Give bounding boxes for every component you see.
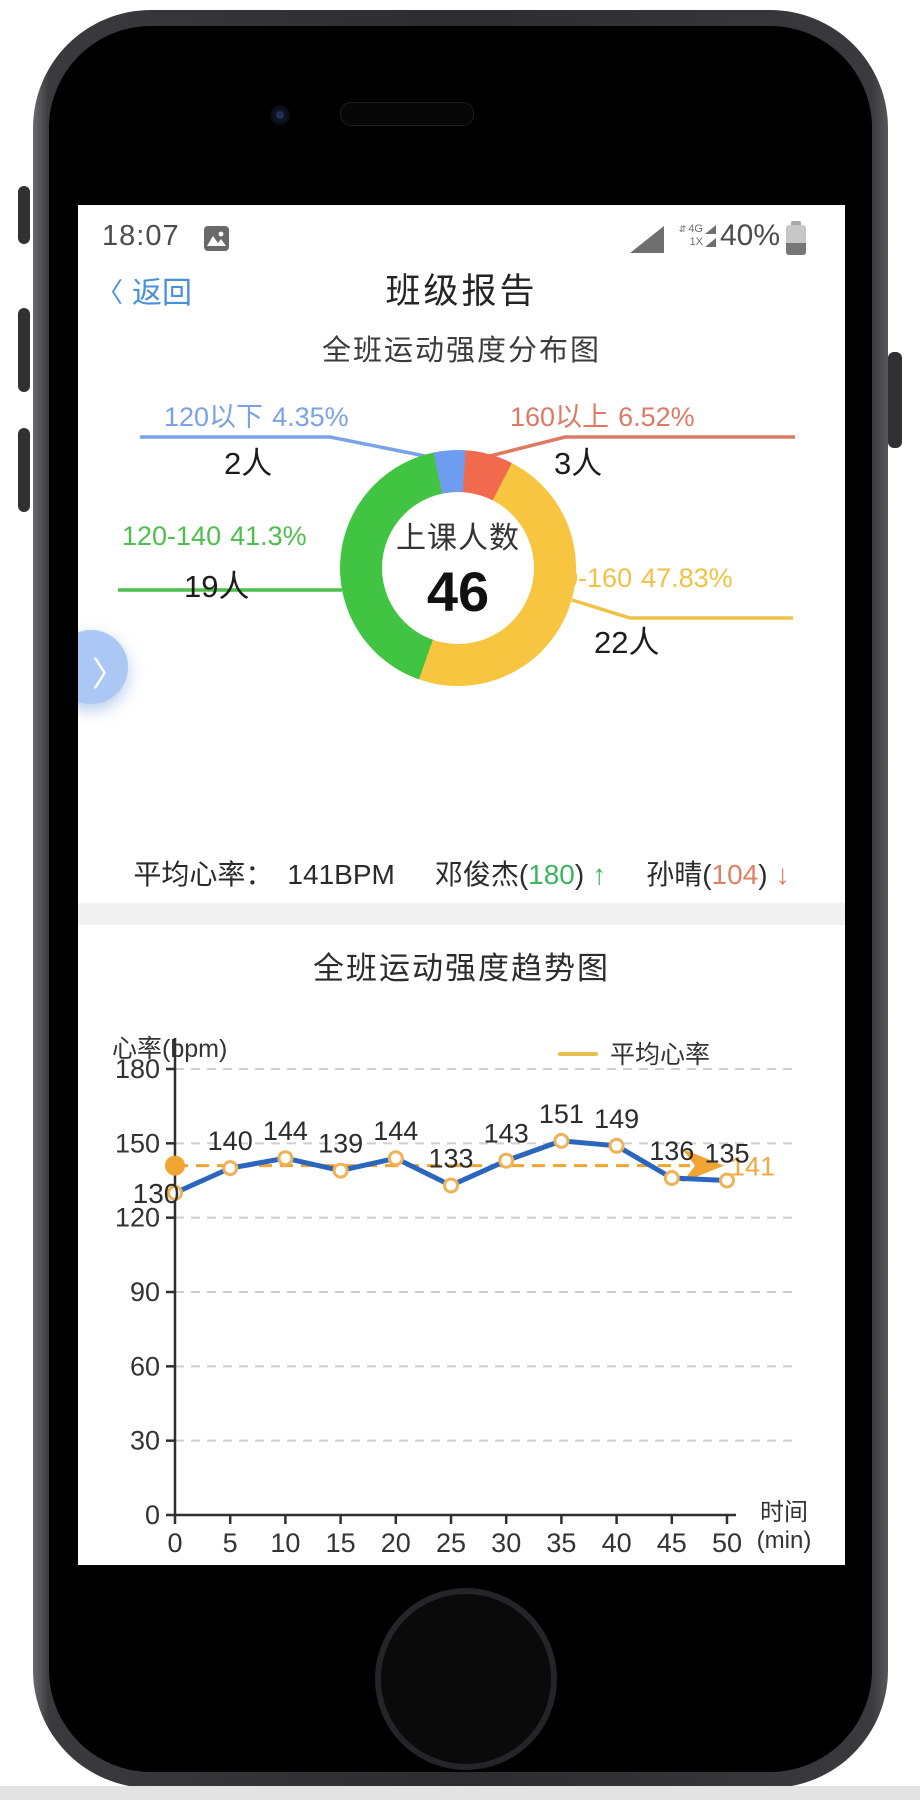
- svg-text:144: 144: [263, 1116, 308, 1146]
- svg-text:143: 143: [484, 1119, 529, 1149]
- svg-text:35: 35: [546, 1528, 576, 1558]
- svg-text:10: 10: [270, 1528, 300, 1558]
- svg-text:60: 60: [130, 1351, 160, 1381]
- svg-text:0: 0: [145, 1500, 160, 1530]
- max-heart-rate-student: 邓俊杰(180) ↑: [434, 859, 607, 890]
- trend-line-chart: 0 30 60 90 120 150 180 0 5 10 15 20 25 30 35 40 45 50 时间(m…: [115, 1038, 812, 1558]
- front-camera: [270, 105, 290, 125]
- volume-down-button: [18, 428, 30, 512]
- net-1x-label: 1X: [689, 236, 703, 248]
- donut-label-140-160: 140-160 47.83%: [533, 563, 733, 593]
- svg-text:135: 135: [704, 1139, 749, 1169]
- donut-count-above160: 3人: [554, 446, 603, 481]
- svg-text:20: 20: [381, 1528, 411, 1558]
- svg-text:25: 25: [436, 1528, 466, 1558]
- section-divider: [78, 903, 845, 925]
- donut-center-label: 上课人数: [396, 521, 520, 555]
- svg-text:45: 45: [657, 1528, 687, 1558]
- heart-rate-stats-row: 平均心率： 141BPM 邓俊杰(180) ↑ 孙晴(104) ↓: [78, 853, 845, 893]
- donut-center-value: 46: [426, 559, 490, 623]
- leader-line-above160: [489, 435, 795, 458]
- back-chevron-icon: 〈: [96, 277, 123, 308]
- power-button: [888, 352, 902, 448]
- phone-frame: 18:07 ⇵ 4G 1X: [33, 10, 888, 1788]
- y-axis-title: 心率(bpm): [112, 1035, 228, 1063]
- svg-text:40: 40: [602, 1528, 632, 1558]
- svg-text:133: 133: [428, 1143, 473, 1173]
- earpiece-speaker: [340, 102, 474, 126]
- arrow-up-icon: ↑: [592, 859, 607, 890]
- donut-count-120-140: 19人: [184, 569, 250, 604]
- leader-line-140-160: [571, 598, 793, 620]
- svg-text:150: 150: [115, 1128, 160, 1158]
- donut-chart: 上课人数 46: [340, 450, 576, 686]
- donut-center: 上课人数 46: [382, 492, 534, 644]
- distribution-chart-title: 全班运动强度分布图: [321, 335, 601, 367]
- legend-label: 平均心率: [610, 1041, 711, 1069]
- bottom-strip: [0, 1786, 920, 1800]
- svg-text:15: 15: [326, 1528, 356, 1558]
- svg-text:140: 140: [208, 1126, 253, 1156]
- svg-text:时间: 时间: [760, 1499, 808, 1526]
- donut-label-120-140: 120-140 41.3%: [122, 521, 307, 551]
- svg-text:151: 151: [539, 1099, 584, 1129]
- net-arrows-icon: ⇵: [678, 224, 687, 234]
- svg-text:120: 120: [115, 1203, 160, 1233]
- average-heart-rate: 平均心率： 141BPM: [133, 859, 395, 890]
- battery-icon: [786, 221, 806, 255]
- signal-strength-icon: [630, 226, 664, 253]
- mute-switch: [18, 186, 30, 244]
- volume-up-button: [18, 308, 30, 392]
- donut-leader-lines: [118, 435, 795, 620]
- arrow-down-icon: ↓: [775, 859, 790, 890]
- legend-line-icon: [558, 1052, 598, 1056]
- svg-text:90: 90: [130, 1277, 160, 1307]
- net-4g-triangle-icon: [705, 225, 716, 234]
- svg-text:136: 136: [649, 1136, 694, 1166]
- leader-line-below120: [140, 435, 431, 459]
- back-button[interactable]: 〈 返回: [96, 268, 192, 312]
- donut-count-140-160: 22人: [594, 625, 660, 660]
- net-1x-triangle-icon: [705, 238, 716, 247]
- min-heart-rate-student: 孙晴(104) ↓: [646, 859, 790, 890]
- svg-text:130: 130: [133, 1178, 180, 1209]
- svg-text:141: 141: [730, 1152, 775, 1182]
- svg-text:30: 30: [130, 1426, 160, 1456]
- trend-chart-title: 全班运动强度趋势图: [313, 951, 610, 986]
- chevron-right-icon: 〉: [92, 656, 126, 694]
- svg-text:50: 50: [712, 1528, 742, 1558]
- page-title: 班级报告: [385, 272, 538, 311]
- donut-count-below120: 2人: [224, 446, 273, 481]
- svg-text:5: 5: [223, 1528, 238, 1558]
- expand-side-tab[interactable]: 〉: [78, 630, 128, 704]
- svg-text:149: 149: [594, 1104, 639, 1134]
- battery-percent: 40%: [720, 219, 781, 252]
- svg-text:(min): (min): [757, 1527, 812, 1554]
- svg-text:30: 30: [491, 1528, 521, 1558]
- svg-text:144: 144: [373, 1116, 418, 1146]
- network-type-indicator: ⇵ 4G 1X: [670, 223, 716, 249]
- net-4g-label: 4G: [688, 223, 703, 235]
- back-label: 返回: [132, 277, 192, 310]
- home-button[interactable]: [375, 1588, 557, 1770]
- svg-text:180: 180: [115, 1054, 160, 1084]
- svg-text:0: 0: [167, 1528, 182, 1558]
- svg-text:139: 139: [318, 1129, 363, 1159]
- donut-label-below120: 120以下 4.35%: [164, 402, 349, 432]
- gallery-notification-icon: [204, 226, 229, 251]
- phone-screen: 18:07 ⇵ 4G 1X: [78, 205, 845, 1565]
- donut-label-above160: 160以上 6.52%: [510, 402, 695, 432]
- status-time: 18:07: [102, 220, 180, 252]
- trend-legend: 平均心率: [558, 1035, 710, 1071]
